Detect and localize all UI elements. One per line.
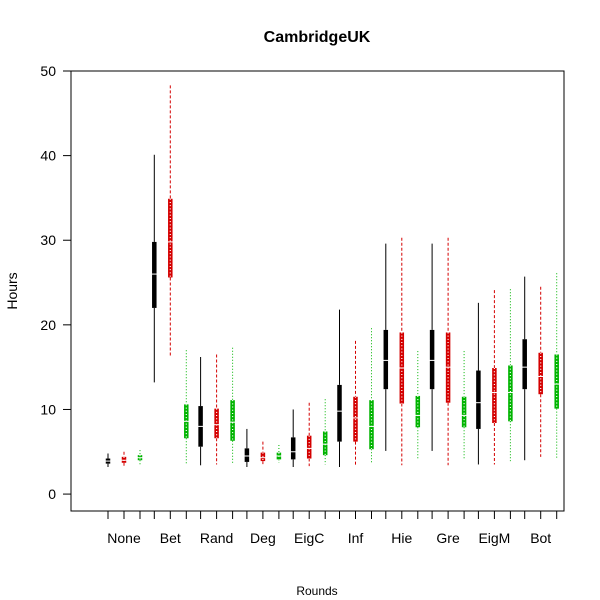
y-tick-label: 50 bbox=[40, 63, 56, 79]
box-series-group bbox=[104, 85, 560, 467]
box-body bbox=[383, 329, 389, 390]
box-body bbox=[554, 354, 559, 409]
box-body bbox=[230, 400, 235, 441]
box-body bbox=[429, 329, 435, 390]
box-body bbox=[476, 370, 481, 429]
y-tick-label: 20 bbox=[40, 317, 56, 333]
box-body bbox=[290, 437, 296, 460]
box-body bbox=[322, 431, 328, 456]
x-tick-label: Inf bbox=[348, 530, 364, 546]
box-body bbox=[260, 452, 266, 462]
y-tick-label: 40 bbox=[40, 148, 56, 164]
box-series-2 bbox=[120, 85, 544, 467]
box-body bbox=[214, 408, 219, 439]
box-series-1 bbox=[104, 154, 528, 467]
x-tick-label: Hie bbox=[391, 530, 412, 546]
x-tick-label: EigM bbox=[478, 530, 510, 546]
y-tick-label: 0 bbox=[48, 486, 56, 502]
x-tick-label: Deg bbox=[250, 530, 276, 546]
box-body bbox=[244, 448, 250, 462]
x-tick-label: Rand bbox=[200, 530, 233, 546]
plot-frame bbox=[70, 70, 565, 512]
y-tick-label: 10 bbox=[40, 401, 56, 417]
x-axis: None Bet Rand Deg EigC Inf Hie Gre EigM Bot bbox=[107, 510, 558, 546]
x-tick-label: Gre bbox=[436, 530, 460, 546]
x-tick-label: EigC bbox=[294, 530, 324, 546]
box-body bbox=[152, 241, 157, 308]
box-body bbox=[306, 435, 312, 459]
box-body bbox=[461, 396, 467, 428]
box-body bbox=[538, 352, 543, 395]
y-axis-label: Hours bbox=[4, 272, 20, 309]
box-body bbox=[369, 400, 374, 450]
box-body bbox=[492, 368, 497, 423]
box-body bbox=[508, 365, 513, 422]
x-tick-label: Bet bbox=[160, 530, 181, 546]
x-axis-label: Rounds bbox=[296, 584, 337, 598]
chart-title: CambridgeUK bbox=[264, 29, 371, 46]
x-tick-label: Bot bbox=[530, 530, 551, 546]
x-tick-label: None bbox=[107, 530, 141, 546]
box-body bbox=[337, 384, 342, 442]
y-tick-label: 30 bbox=[40, 232, 56, 248]
box-body bbox=[415, 395, 421, 428]
box-body bbox=[522, 339, 527, 390]
box-series-3 bbox=[136, 273, 560, 465]
y-axis: 0 10 20 30 40 50 bbox=[40, 63, 72, 502]
